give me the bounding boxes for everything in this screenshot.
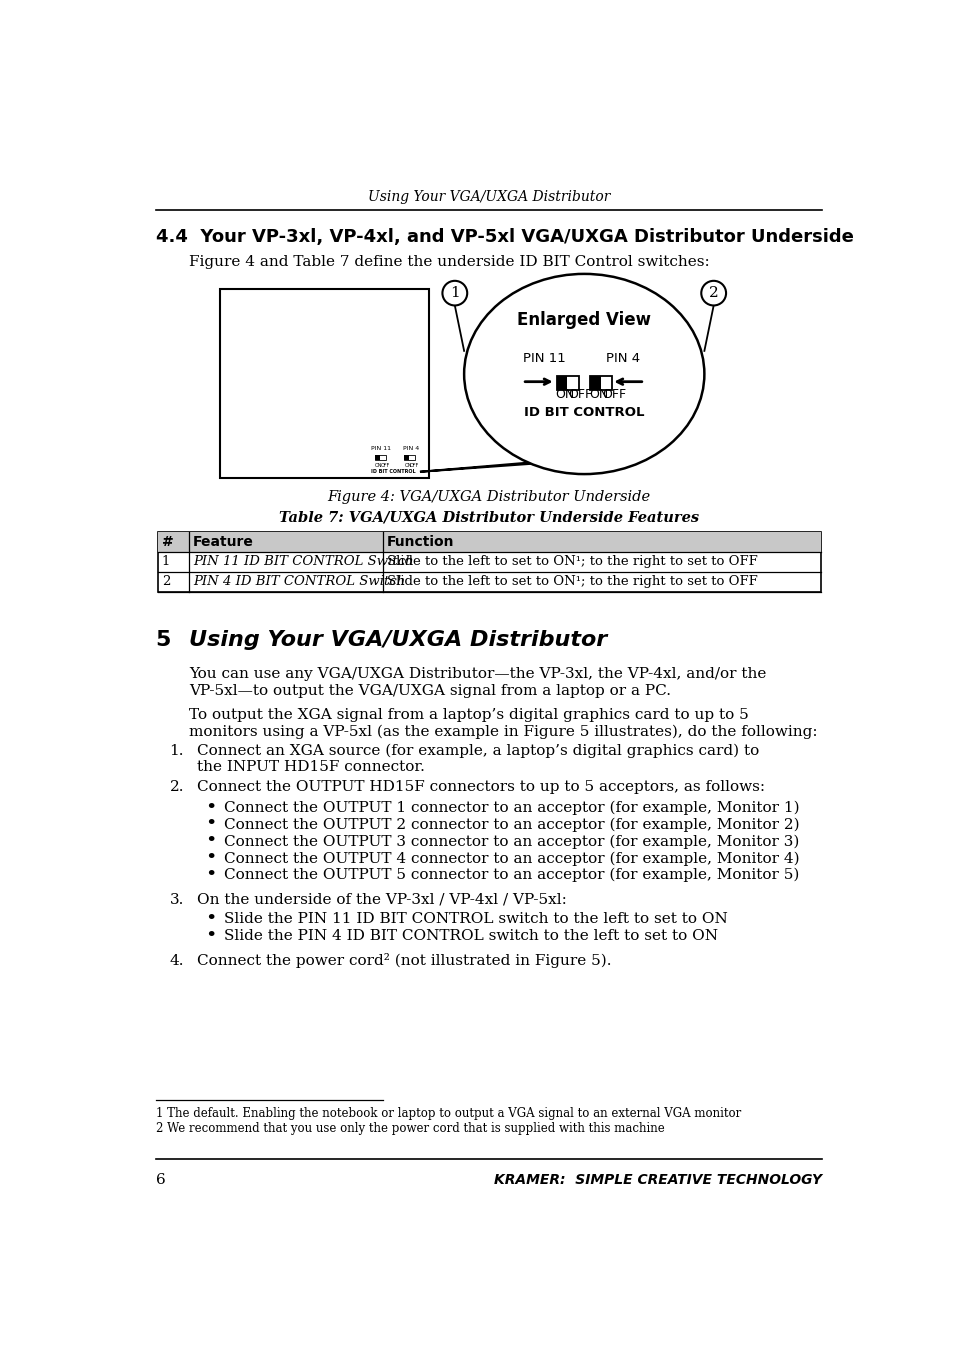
Bar [590,376,612,391]
Text: Connect the OUTPUT HD15F connectors to up to 5 acceptors, as follows:: Connect the OUTPUT HD15F connectors to u… [196,780,764,795]
Text: ON: ON [588,388,607,402]
Text: •: • [205,927,216,945]
Text: •: • [205,815,216,833]
Text: 4.4  Your VP-3xl, VP-4xl, and VP-5xl VGA/UXGA Distributor Underside: 4.4 Your VP-3xl, VP-4xl, and VP-5xl VGA/… [155,228,853,246]
Text: Using Your VGA/UXGA Distributor: Using Your VGA/UXGA Distributor [367,189,610,204]
Text: •: • [205,833,216,850]
Text: OFF: OFF [410,464,418,468]
Text: 4.: 4. [170,953,184,968]
Text: ON: ON [375,464,382,468]
Text: •: • [205,867,216,884]
Text: PIN 4 ID BIT CONTROL Switch: PIN 4 ID BIT CONTROL Switch [193,576,405,588]
Text: Connect an XGA source (for example, a laptop’s digital graphics card) to: Connect an XGA source (for example, a la… [196,744,759,758]
Text: Connect the OUTPUT 5 connector to an acceptor (for example, Monitor 5): Connect the OUTPUT 5 connector to an acc… [224,868,799,883]
Text: ID BIT CONTROL: ID BIT CONTROL [370,469,415,475]
Text: Connect the OUTPUT 3 connector to an acceptor (for example, Monitor 3): Connect the OUTPUT 3 connector to an acc… [224,834,799,849]
Text: Feature: Feature [193,535,253,549]
Polygon shape [419,460,579,472]
Text: On the underside of the VP-3xl / VP-4xl / VP-5xl:: On the underside of the VP-3xl / VP-4xl … [196,892,566,907]
Bar [158,531,820,552]
Text: Slide the PIN 11 ID BIT CONTROL switch to the left to set to ON: Slide the PIN 11 ID BIT CONTROL switch t… [224,913,727,926]
Text: 1.: 1. [170,745,184,758]
Bar [375,454,379,460]
Text: 2: 2 [708,287,718,300]
Text: To output the XGA signal from a laptop’s digital graphics card to up to 5: To output the XGA signal from a laptop’s… [189,708,748,722]
Text: •: • [205,799,216,817]
Bar [158,531,820,592]
Text: 1 The default. Enabling the notebook or laptop to output a VGA signal to an exte: 1 The default. Enabling the notebook or … [155,1107,740,1121]
Text: •: • [205,910,216,929]
Text: Connect the OUTPUT 4 connector to an acceptor (for example, Monitor 4): Connect the OUTPUT 4 connector to an acc… [224,852,799,865]
Text: Slide the PIN 4 ID BIT CONTROL switch to the left to set to ON: Slide the PIN 4 ID BIT CONTROL switch to… [224,929,717,944]
Circle shape [700,281,725,306]
Text: 5: 5 [155,630,171,650]
Text: OFF: OFF [568,388,592,402]
Text: ON: ON [555,388,575,402]
Text: monitors using a VP-5xl (as the example in Figure 5 illustrates), do the followi: monitors using a VP-5xl (as the example … [189,725,817,740]
Text: 1: 1 [162,556,170,568]
Text: You can use any VGA/UXGA Distributor—the VP-3xl, the VP-4xl, and/or the: You can use any VGA/UXGA Distributor—the… [189,668,765,681]
Text: Function: Function [386,535,454,549]
Text: 1: 1 [450,287,459,300]
Text: Connect the OUTPUT 2 connector to an acceptor (for example, Monitor 2): Connect the OUTPUT 2 connector to an acc… [224,817,799,831]
Text: PIN 11: PIN 11 [522,352,565,365]
Text: the INPUT HD15F connector.: the INPUT HD15F connector. [196,760,424,775]
Text: ID BIT CONTROL: ID BIT CONTROL [523,406,644,419]
Bar [375,454,385,460]
Text: ON: ON [404,464,412,468]
Text: PIN 4: PIN 4 [402,446,418,452]
Text: 2.: 2. [170,780,184,795]
Bar [590,376,599,391]
Text: Figure 4 and Table 7 define the underside ID BIT Control switches:: Figure 4 and Table 7 define the undersid… [189,256,709,269]
Text: Slide to the left to set to ON¹; to the right to set to OFF: Slide to the left to set to ON¹; to the … [386,556,757,568]
Circle shape [442,281,467,306]
Text: PIN 11 ID BIT CONTROL Switch: PIN 11 ID BIT CONTROL Switch [193,556,413,568]
Text: 6: 6 [155,1174,165,1187]
Text: Slide to the left to set to ON¹; to the right to set to OFF: Slide to the left to set to ON¹; to the … [386,576,757,588]
Text: VP-5xl—to output the VGA/UXGA signal from a laptop or a PC.: VP-5xl—to output the VGA/UXGA signal fro… [189,684,670,698]
Text: OFF: OFF [380,464,389,468]
Text: 3.: 3. [170,892,184,907]
Bar [557,376,567,391]
Text: PIN 4: PIN 4 [605,352,639,365]
Bar [557,376,578,391]
Text: Table 7: VGA/UXGA Distributor Underside Features: Table 7: VGA/UXGA Distributor Underside … [278,511,699,525]
Text: 2 We recommend that you use only the power cord that is supplied with this machi: 2 We recommend that you use only the pow… [155,1122,663,1136]
Text: Connect the OUTPUT 1 connector to an acceptor (for example, Monitor 1): Connect the OUTPUT 1 connector to an acc… [224,800,799,815]
Text: 2: 2 [162,576,170,588]
Bar [404,454,415,460]
Text: KRAMER:  SIMPLE CREATIVE TECHNOLOGY: KRAMER: SIMPLE CREATIVE TECHNOLOGY [494,1174,821,1187]
Text: PIN 11: PIN 11 [371,446,391,452]
Text: Connect the power cord² (not illustrated in Figure 5).: Connect the power cord² (not illustrated… [196,953,611,968]
Text: #: # [162,535,173,549]
Text: •: • [205,849,216,868]
Text: OFF: OFF [601,388,625,402]
Text: Enlarged View: Enlarged View [517,311,651,329]
Ellipse shape [464,274,703,475]
Bar [404,454,409,460]
Text: Figure 4: VGA/UXGA Distributor Underside: Figure 4: VGA/UXGA Distributor Underside [327,491,650,504]
Bar [220,289,429,479]
Text: Using Your VGA/UXGA Distributor: Using Your VGA/UXGA Distributor [189,630,607,650]
